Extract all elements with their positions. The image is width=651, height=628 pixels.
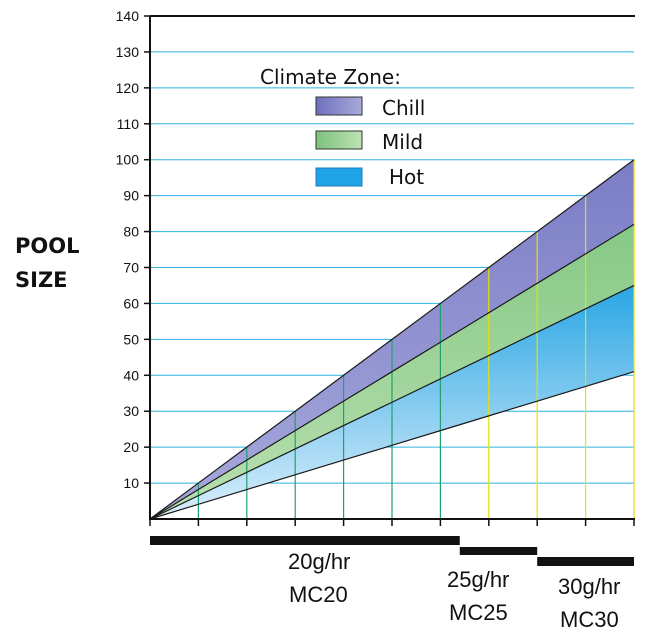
y-tick-label-50: 50	[123, 331, 139, 347]
y-tick-label-10: 10	[123, 475, 139, 491]
legend-swatch-mild	[315, 130, 363, 150]
y-tick-label-130: 130	[116, 44, 140, 60]
model-name-mc30: MC30	[560, 607, 619, 628]
legend-swatch-hot	[315, 167, 363, 187]
legend: Climate Zone: Chill Mild Hot	[260, 65, 425, 189]
model-rate-mc30: 30g/hr	[558, 574, 620, 599]
line-chill-upper	[149, 159, 635, 520]
model-range-bars: 20g/hr MC20 25g/hr MC25 30g/hr MC30	[150, 536, 634, 628]
legend-label-mild: Mild	[382, 130, 423, 154]
vertical-markers	[197, 159, 635, 519]
y-tick-label-70: 70	[123, 260, 139, 276]
y-tick-label-40: 40	[123, 367, 139, 383]
y-tick-labels: 10 20 30 40 50 60 70 80 90 100 110 120 130 140	[116, 8, 140, 491]
y-tick-label-100: 100	[116, 152, 140, 168]
zone-boundary-lines	[149, 159, 635, 520]
model-bar-mc20	[150, 536, 460, 545]
y-tick-label-90: 90	[123, 188, 139, 204]
y-tick-label-30: 30	[123, 403, 139, 419]
legend-label-chill: Chill	[382, 96, 425, 120]
model-bar-mc25	[459, 547, 538, 555]
y-tick-label-60: 60	[123, 295, 139, 311]
model-name-mc25: MC25	[449, 600, 508, 625]
model-rate-mc25: 25g/hr	[447, 567, 509, 592]
y-tick-label-120: 120	[116, 80, 140, 96]
line-mild-hot-boundary	[149, 284, 635, 520]
axes	[144, 15, 635, 526]
line-chill-mild-boundary	[149, 223, 635, 520]
y-tick-label-80: 80	[123, 224, 139, 240]
model-bar-mc30	[537, 557, 634, 566]
y-tick-label-110: 110	[117, 116, 140, 132]
legend-label-hot: Hot	[389, 165, 424, 189]
y-tick-label-20: 20	[123, 439, 139, 455]
model-name-mc20: MC20	[289, 582, 348, 607]
legend-title: Climate Zone:	[260, 65, 401, 89]
line-hot-lower	[149, 371, 635, 520]
model-rate-mc20: 20g/hr	[288, 549, 350, 574]
y-axis-label-line2: SIZE	[15, 268, 68, 292]
legend-swatch-chill	[315, 96, 363, 116]
y-tick-label-140: 140	[116, 8, 140, 24]
y-axis-label-line1: POOL	[15, 234, 79, 258]
